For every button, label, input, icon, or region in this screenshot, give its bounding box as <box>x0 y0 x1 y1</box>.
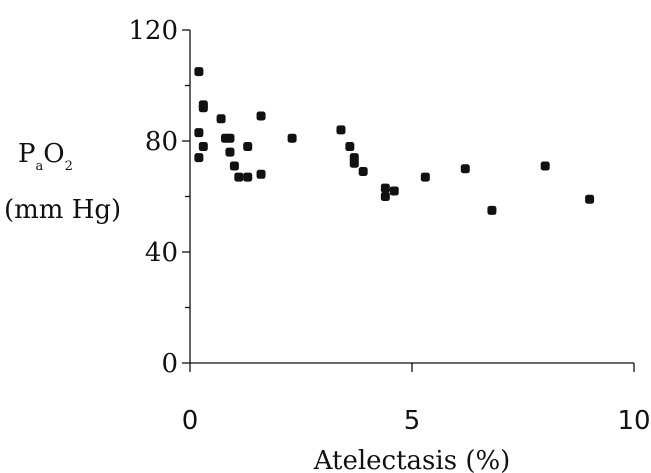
data-point <box>487 205 497 215</box>
y-tick-label: 80 <box>145 127 178 157</box>
data-point <box>420 172 430 182</box>
data-point <box>345 142 355 152</box>
data-point <box>358 167 368 177</box>
data-point <box>229 161 239 171</box>
data-point <box>243 172 253 182</box>
data-point <box>225 133 235 143</box>
y-ticks: 0 40 80 120 <box>128 16 190 379</box>
data-point <box>194 67 204 77</box>
data-point <box>585 194 595 204</box>
y-axis-label-line2: (mm Hg) <box>4 195 121 225</box>
data-point <box>256 169 266 179</box>
data-point <box>380 183 390 193</box>
y-axis-label-line1: PaO2 <box>18 139 73 174</box>
y-axis-label: PaO2 (mm Hg) <box>4 139 121 225</box>
data-point <box>194 128 204 138</box>
data-point <box>225 147 235 157</box>
data-point <box>194 153 204 163</box>
data-point <box>389 186 399 196</box>
y-tick-label: 0 <box>161 349 178 379</box>
data-point <box>349 158 359 168</box>
data-point <box>256 111 266 121</box>
x-axis-label: Atelectasis (%) <box>313 446 511 473</box>
data-point <box>540 161 550 171</box>
x-ticks: 0 5 10 <box>182 363 651 436</box>
x-tick-label: 0 <box>182 406 199 436</box>
data-points <box>194 67 595 215</box>
data-point <box>234 172 244 182</box>
data-point <box>198 142 208 152</box>
data-point <box>243 142 253 152</box>
data-point <box>380 192 390 201</box>
data-point <box>460 164 470 174</box>
data-point <box>198 103 208 113</box>
data-point <box>336 125 346 135</box>
data-point <box>287 133 297 143</box>
x-tick-label: 10 <box>617 406 650 436</box>
x-tick-label: 5 <box>404 406 421 436</box>
y-tick-label: 120 <box>128 16 178 46</box>
data-point <box>216 114 226 124</box>
y-tick-label: 40 <box>145 238 178 268</box>
